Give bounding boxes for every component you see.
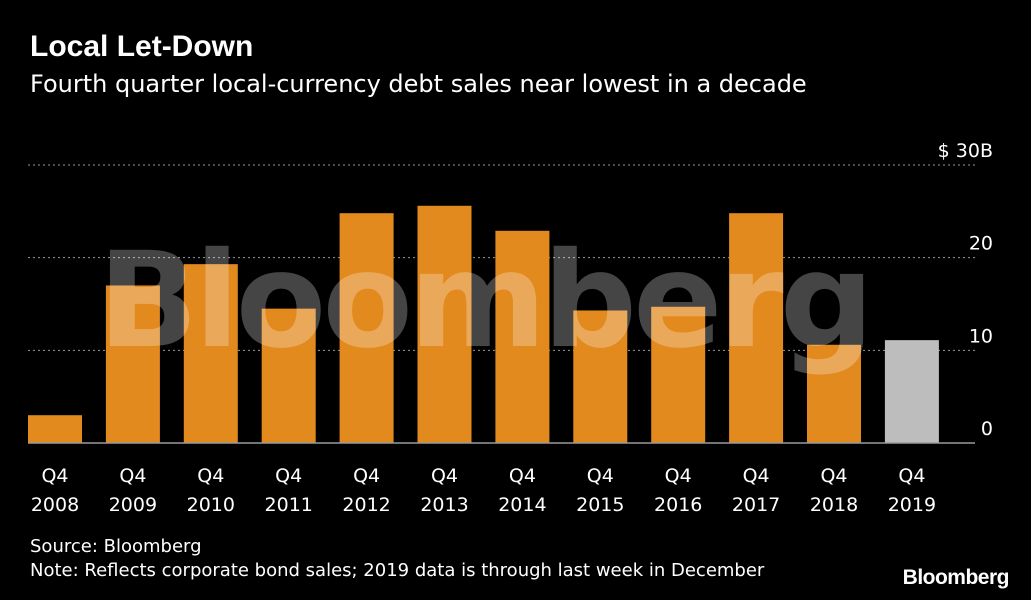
x-tick-label-year: 2019 <box>888 494 936 516</box>
x-tick-label-year: 2014 <box>498 494 546 516</box>
x-tick-label-quarter: Q4 <box>820 465 847 487</box>
x-tick-label-year: 2010 <box>187 494 235 516</box>
x-tick-label-year: 2017 <box>732 494 780 516</box>
x-tick-label-year: 2008 <box>31 494 79 516</box>
bar <box>183 264 238 443</box>
x-tick-label-year: 2018 <box>810 494 858 516</box>
x-tick-label-quarter: Q4 <box>431 465 458 487</box>
bar <box>28 415 82 443</box>
bar <box>417 205 472 443</box>
chart-subtitle: Fourth quarter local-currency debt sales… <box>30 70 807 98</box>
bloomberg-logo: Bloomberg <box>902 566 1010 589</box>
y-tick-label: 10 <box>969 325 993 347</box>
x-tick-label-quarter: Q4 <box>587 465 614 487</box>
x-tick-label-quarter: Q4 <box>119 465 146 487</box>
footnote: Note: Reflects corporate bond sales; 201… <box>30 560 765 581</box>
bar <box>573 310 628 443</box>
bloomberg-watermark: Bloomberg <box>98 224 870 378</box>
chart-title: Local Let-Down <box>30 30 254 63</box>
source-note: Source: Bloomberg <box>30 536 202 557</box>
bar <box>884 340 939 443</box>
y-tick-label: $ 30B <box>938 140 993 162</box>
x-tick-label-quarter: Q4 <box>743 465 770 487</box>
bar <box>261 308 316 443</box>
x-tick-label-year: 2016 <box>654 494 702 516</box>
x-tick-label-year: 2012 <box>342 494 390 516</box>
x-tick-label-quarter: Q4 <box>41 465 68 487</box>
x-tick-label-year: 2009 <box>109 494 157 516</box>
x-tick-label-year: 2011 <box>265 494 313 516</box>
bar <box>105 285 160 443</box>
y-tick-label: 0 <box>981 418 993 440</box>
x-tick-label-year: 2015 <box>576 494 624 516</box>
bar <box>339 213 394 443</box>
x-tick-label-quarter: Q4 <box>353 465 380 487</box>
x-tick-label-quarter: Q4 <box>898 465 925 487</box>
bar-chart: Q42008Q42009Q42010Q42011Q42012Q42013Q420… <box>28 140 993 516</box>
bar <box>729 213 784 443</box>
x-tick-label-year: 2013 <box>420 494 468 516</box>
x-tick-label-quarter: Q4 <box>275 465 302 487</box>
bar <box>807 344 861 443</box>
y-tick-label: 20 <box>969 233 993 255</box>
x-tick-label-quarter: Q4 <box>665 465 692 487</box>
x-tick-label-quarter: Q4 <box>197 465 224 487</box>
bar <box>495 230 550 443</box>
bars <box>28 205 939 443</box>
y-axis-ticks: 0 10 20 $ 30B <box>938 140 993 440</box>
category-labels: Q4 2008 Q4 2009 Q4 2010 Q4 2011 Q4 2012 Q4 2013 Q4 20… <box>31 465 936 516</box>
bar <box>651 306 706 443</box>
x-tick-label-quarter: Q4 <box>509 465 536 487</box>
